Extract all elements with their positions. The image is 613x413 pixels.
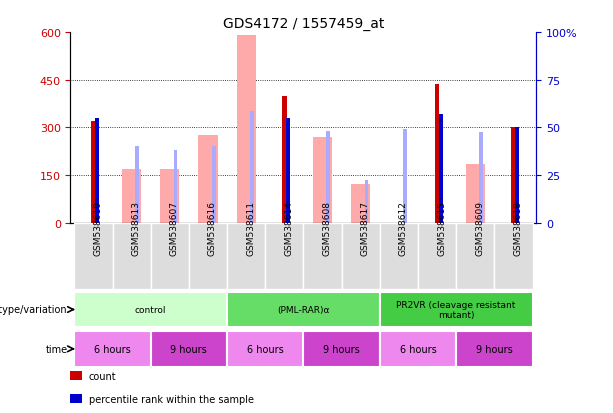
FancyBboxPatch shape [265, 223, 303, 289]
Text: time: time [45, 344, 67, 354]
Title: GDS4172 / 1557459_at: GDS4172 / 1557459_at [223, 17, 384, 31]
Bar [511, 128, 516, 223]
Text: GSM538609: GSM538609 [475, 201, 484, 256]
FancyBboxPatch shape [227, 292, 380, 328]
Bar [313, 138, 332, 223]
Text: GSM538607: GSM538607 [170, 201, 179, 256]
Bar [351, 185, 370, 223]
Bar [199, 136, 218, 223]
Bar [95, 119, 99, 223]
Text: 9 hours: 9 hours [170, 344, 207, 354]
FancyBboxPatch shape [303, 331, 380, 367]
Text: GSM538611: GSM538611 [246, 201, 255, 256]
Text: 6 hours: 6 hours [94, 344, 131, 354]
FancyBboxPatch shape [380, 223, 418, 289]
Text: GSM538615: GSM538615 [437, 201, 446, 256]
Bar [479, 133, 483, 223]
Text: (PML-RAR)α: (PML-RAR)α [277, 305, 330, 314]
Text: 6 hours: 6 hours [247, 344, 284, 354]
Bar [282, 96, 287, 223]
FancyBboxPatch shape [227, 223, 265, 289]
Text: GSM538610: GSM538610 [93, 201, 102, 256]
FancyBboxPatch shape [74, 223, 113, 289]
Bar [91, 122, 96, 223]
Bar [135, 147, 139, 223]
Text: control: control [135, 305, 167, 314]
FancyBboxPatch shape [418, 223, 456, 289]
Text: 6 hours: 6 hours [400, 344, 436, 354]
Bar [160, 169, 180, 223]
Text: count: count [89, 371, 116, 381]
Text: percentile rank within the sample: percentile rank within the sample [89, 394, 254, 404]
Text: 9 hours: 9 hours [476, 344, 512, 354]
Bar [403, 130, 406, 223]
Text: 9 hours: 9 hours [323, 344, 360, 354]
Bar [286, 119, 290, 223]
FancyBboxPatch shape [456, 331, 533, 367]
FancyBboxPatch shape [227, 331, 303, 367]
Text: PR2VR (cleavage resistant
mutant): PR2VR (cleavage resistant mutant) [397, 300, 516, 319]
Text: GSM538618: GSM538618 [514, 201, 522, 256]
Bar [211, 147, 216, 223]
Text: GSM538617: GSM538617 [360, 201, 370, 256]
FancyBboxPatch shape [113, 223, 151, 289]
Bar [250, 112, 254, 223]
Text: GSM538616: GSM538616 [208, 201, 217, 256]
FancyBboxPatch shape [74, 331, 151, 367]
Bar [365, 180, 368, 223]
FancyBboxPatch shape [380, 331, 456, 367]
Bar [237, 36, 256, 223]
Text: genotype/variation: genotype/variation [0, 305, 67, 315]
FancyBboxPatch shape [456, 223, 494, 289]
Bar [435, 85, 440, 223]
FancyBboxPatch shape [74, 292, 227, 328]
FancyBboxPatch shape [151, 331, 227, 367]
Bar [515, 128, 519, 223]
Bar [326, 131, 330, 223]
Bar [173, 150, 177, 223]
FancyBboxPatch shape [380, 292, 533, 328]
Text: GSM538614: GSM538614 [284, 201, 294, 256]
FancyBboxPatch shape [494, 223, 533, 289]
FancyBboxPatch shape [151, 223, 189, 289]
Text: GSM538612: GSM538612 [399, 201, 408, 256]
FancyBboxPatch shape [303, 223, 341, 289]
Bar [439, 115, 443, 223]
Bar [466, 164, 485, 223]
FancyBboxPatch shape [189, 223, 227, 289]
Bar [122, 169, 141, 223]
Text: GSM538608: GSM538608 [322, 201, 332, 256]
FancyBboxPatch shape [341, 223, 380, 289]
Text: GSM538613: GSM538613 [132, 201, 140, 256]
